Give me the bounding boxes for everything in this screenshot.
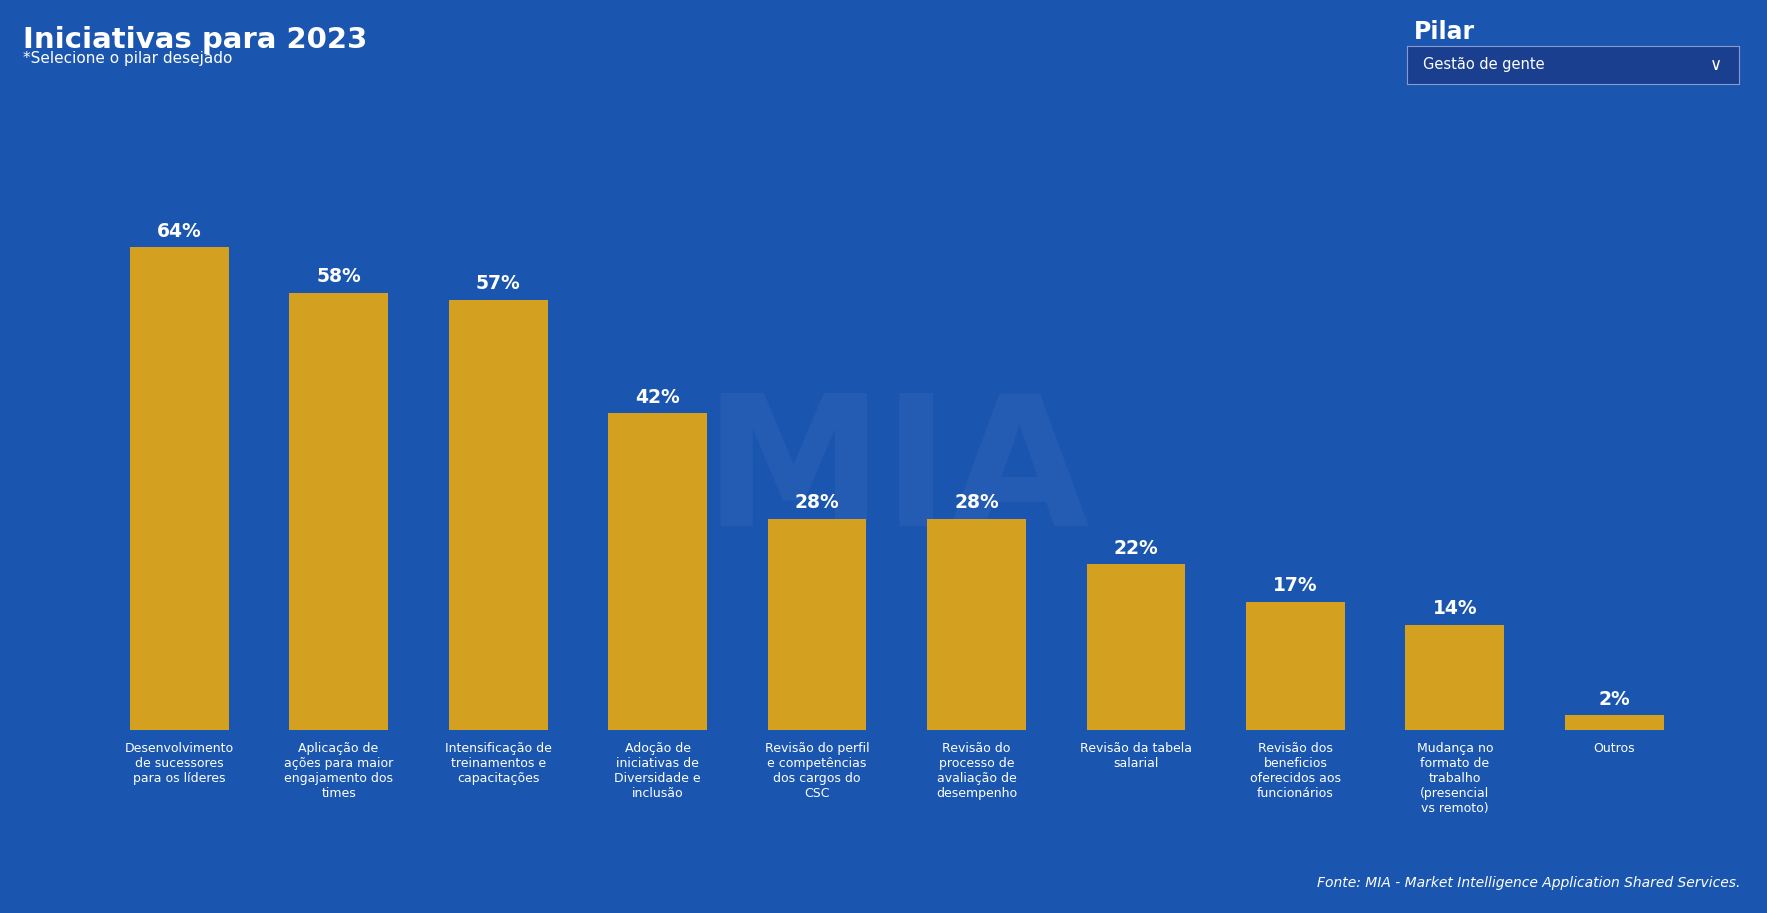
Text: 14%: 14%	[1433, 599, 1477, 618]
Bar	[1566, 715, 1665, 730]
Text: 2%: 2%	[1599, 689, 1631, 708]
Bar	[129, 247, 228, 730]
Bar	[767, 519, 866, 730]
Text: Pilar: Pilar	[1414, 20, 1475, 44]
Bar	[1087, 564, 1186, 730]
Text: Gestão de gente: Gestão de gente	[1422, 58, 1544, 72]
Text: 17%: 17%	[1272, 576, 1318, 595]
Text: *Selecione o pilar desejado: *Selecione o pilar desejado	[23, 51, 231, 66]
Text: 64%: 64%	[157, 222, 201, 240]
Text: ∨: ∨	[1709, 56, 1721, 74]
Text: 58%: 58%	[316, 267, 360, 286]
Text: 28%: 28%	[795, 493, 839, 512]
Bar	[608, 414, 707, 730]
Bar	[1405, 624, 1504, 730]
Text: Fonte: MIA - Market Intelligence Application Shared Services.: Fonte: MIA - Market Intelligence Applica…	[1316, 876, 1740, 890]
Text: MIA: MIA	[703, 388, 1090, 563]
Text: 28%: 28%	[954, 493, 998, 512]
Bar	[928, 519, 1027, 730]
Text: Iniciativas para 2023: Iniciativas para 2023	[23, 26, 368, 54]
Bar	[290, 293, 389, 730]
Text: 42%: 42%	[634, 388, 680, 406]
Bar	[449, 300, 548, 730]
Text: 22%: 22%	[1113, 539, 1159, 558]
Text: 57%: 57%	[475, 275, 521, 293]
Bar	[1246, 602, 1345, 730]
